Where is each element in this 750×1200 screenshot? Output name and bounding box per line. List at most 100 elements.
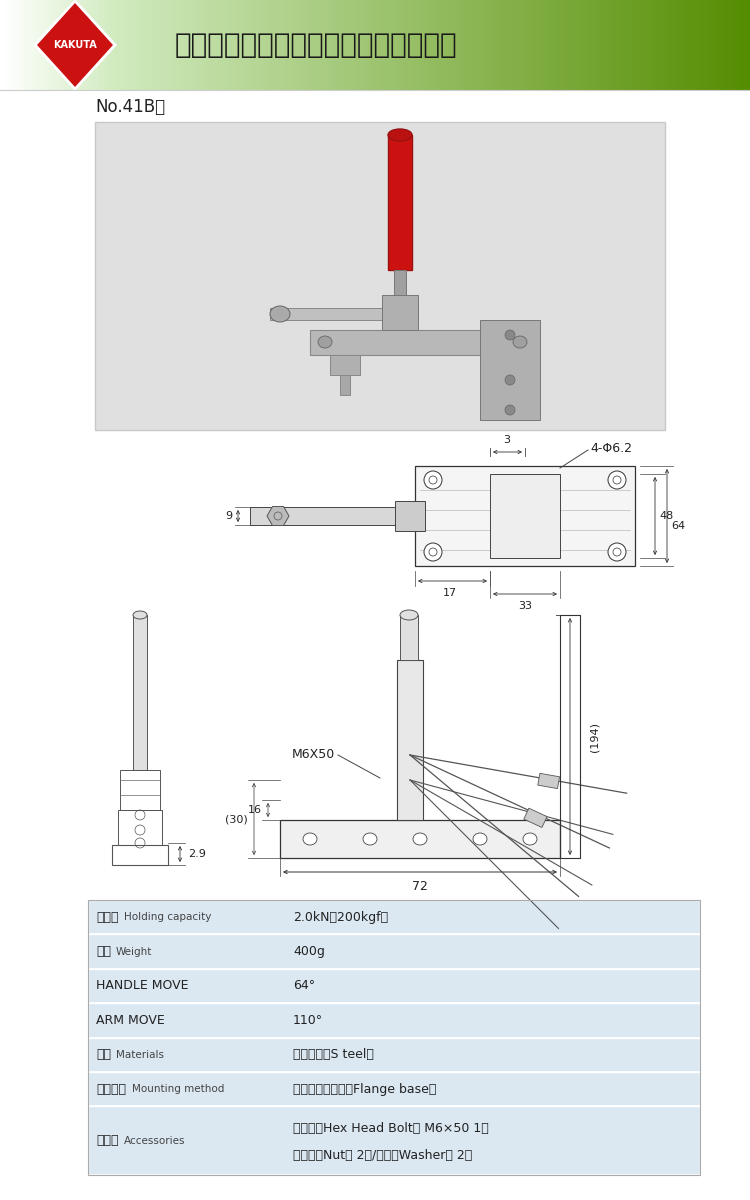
Circle shape: [608, 470, 626, 490]
Bar: [326, 0, 331, 90]
Ellipse shape: [413, 833, 427, 845]
Bar: [499, 0, 503, 90]
Bar: [26, 0, 31, 90]
Bar: [88, 1038, 700, 1072]
Bar: [124, 0, 128, 90]
Bar: [510, 0, 515, 90]
Bar: [11, 0, 16, 90]
Text: 3: 3: [503, 434, 511, 445]
Text: 110°: 110°: [293, 1014, 323, 1027]
Bar: [146, 0, 151, 90]
Text: 64: 64: [671, 521, 686, 530]
Bar: [356, 0, 361, 90]
Bar: [461, 0, 466, 90]
Bar: [116, 0, 121, 90]
Bar: [139, 0, 143, 90]
Ellipse shape: [505, 330, 515, 340]
Ellipse shape: [270, 306, 290, 322]
Bar: [255, 0, 260, 90]
Bar: [615, 0, 620, 90]
Bar: [340, 374, 350, 395]
Bar: [592, 0, 597, 90]
Bar: [142, 0, 147, 90]
Bar: [724, 0, 728, 90]
Bar: [308, 0, 312, 90]
Bar: [289, 0, 293, 90]
Text: Mounting method: Mounting method: [132, 1084, 224, 1094]
Text: 33: 33: [518, 601, 532, 611]
Bar: [536, 0, 541, 90]
Bar: [41, 0, 46, 90]
Bar: [694, 0, 698, 90]
Bar: [604, 0, 608, 90]
Bar: [555, 0, 560, 90]
Bar: [641, 0, 646, 90]
Bar: [371, 0, 376, 90]
Bar: [521, 0, 526, 90]
Bar: [488, 0, 492, 90]
Bar: [608, 0, 612, 90]
Bar: [53, 0, 57, 90]
Text: No.41B小: No.41B小: [95, 98, 165, 116]
Bar: [728, 0, 732, 90]
Bar: [491, 0, 496, 90]
Bar: [442, 0, 447, 90]
Bar: [30, 0, 34, 90]
Bar: [120, 0, 124, 90]
Bar: [250, 506, 415, 526]
Polygon shape: [267, 506, 289, 526]
Bar: [232, 0, 237, 90]
Ellipse shape: [505, 374, 515, 385]
Bar: [88, 900, 700, 935]
Bar: [634, 0, 638, 90]
Text: ボルト（Hex Head Bolt） M6×50 1本: ボルト（Hex Head Bolt） M6×50 1本: [293, 1122, 489, 1135]
Bar: [19, 0, 23, 90]
Bar: [210, 0, 214, 90]
Bar: [656, 0, 661, 90]
Bar: [90, 0, 94, 90]
Bar: [458, 0, 462, 90]
Bar: [229, 0, 233, 90]
Ellipse shape: [513, 336, 527, 348]
Text: 取付方法: 取付方法: [96, 1082, 126, 1096]
Bar: [390, 0, 394, 90]
Bar: [262, 0, 267, 90]
Text: 64°: 64°: [293, 979, 315, 992]
Bar: [118, 810, 162, 845]
Text: 72: 72: [412, 880, 428, 893]
Text: 付属品: 付属品: [96, 1134, 118, 1147]
Bar: [98, 0, 102, 90]
Bar: [86, 0, 91, 90]
Bar: [742, 0, 747, 90]
Bar: [49, 0, 53, 90]
Bar: [638, 0, 642, 90]
Bar: [135, 0, 140, 90]
Bar: [570, 0, 574, 90]
Ellipse shape: [523, 833, 537, 845]
Bar: [225, 0, 230, 90]
Bar: [668, 0, 672, 90]
Bar: [538, 773, 560, 788]
Text: 48: 48: [659, 511, 674, 521]
Bar: [274, 0, 278, 90]
Bar: [394, 0, 398, 90]
Bar: [388, 134, 412, 270]
Bar: [112, 845, 168, 865]
Bar: [420, 0, 424, 90]
Bar: [735, 0, 740, 90]
Bar: [619, 0, 623, 90]
Bar: [322, 0, 327, 90]
Text: ナット（Nut） 2個/座金（Washer） 2枚: ナット（Nut） 2個/座金（Washer） 2枚: [293, 1150, 472, 1163]
Bar: [626, 0, 631, 90]
Bar: [675, 0, 680, 90]
Bar: [45, 0, 50, 90]
Bar: [88, 935, 700, 968]
Ellipse shape: [400, 610, 418, 620]
Bar: [480, 320, 540, 420]
Bar: [525, 0, 530, 90]
Polygon shape: [33, 0, 117, 91]
Bar: [236, 0, 241, 90]
Bar: [150, 0, 154, 90]
Bar: [679, 0, 683, 90]
Bar: [109, 0, 113, 90]
